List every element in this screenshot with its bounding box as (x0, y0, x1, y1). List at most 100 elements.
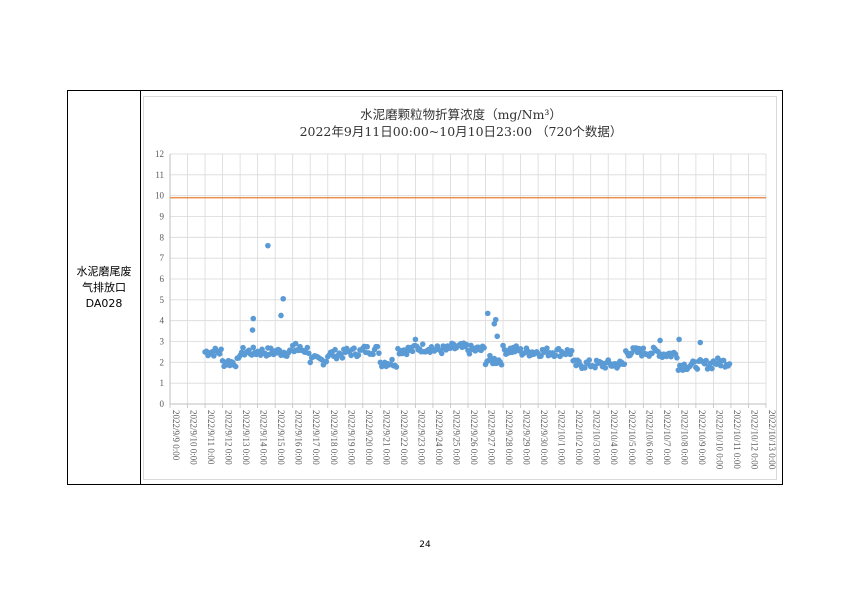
data-point (703, 357, 709, 364)
data-point (211, 353, 217, 359)
data-point (376, 350, 382, 356)
data-point (307, 359, 314, 366)
chart-area: 水泥磨颗粒物折算浓度（mg/Nm³） 2022年9月11日00:00~10月10日… (143, 96, 777, 480)
emission-point-code: DA028 (85, 296, 123, 310)
y-tick-label: 10 (155, 191, 165, 201)
y-tick-label: 4 (160, 316, 165, 326)
data-point-outlier (491, 320, 498, 327)
data-point (674, 355, 680, 361)
data-point-outlier (278, 312, 284, 319)
data-point (525, 348, 531, 355)
data-point (621, 361, 628, 367)
x-tick-label: 2022/10/11 0:00 (732, 410, 742, 469)
data-point (481, 344, 487, 351)
x-tick-label: 2022/9/16 0:00 (294, 410, 304, 465)
data-point (276, 347, 283, 354)
emission-point-cell: 水泥磨尾废 气排放口 DA028 (68, 90, 140, 485)
x-tick-label: 2022/10/10 0:00 (714, 410, 724, 470)
data-point-outlier (657, 337, 663, 344)
data-point (681, 361, 687, 368)
x-tick-label: 2022/9/17 0:00 (311, 410, 321, 465)
data-point (709, 365, 715, 372)
y-tick-label: 2 (160, 357, 165, 367)
scatter-chart: 水泥磨颗粒物折算浓度（mg/Nm³） 2022年9月11日00:00~10月10日… (155, 107, 777, 470)
x-tick-label: 2022/9/21 0:00 (381, 410, 391, 465)
data-point (409, 348, 416, 355)
data-point-outlier (412, 336, 419, 343)
x-tick-label: 2022/10/6 0:00 (644, 410, 654, 465)
x-tick-label: 2022/9/9 0:00 (171, 410, 181, 461)
data-point (517, 346, 524, 352)
data-point (552, 352, 559, 359)
y-tick-label: 12 (155, 149, 164, 159)
data-point (216, 351, 223, 357)
page-number: 24 (419, 540, 431, 550)
data-point (568, 347, 575, 354)
x-tick-label: 2022/9/19 0:00 (346, 410, 356, 465)
data-point (393, 364, 400, 370)
x-tick-label: 2022/9/15 0:00 (276, 410, 286, 465)
data-point (691, 359, 698, 365)
data-point (370, 351, 376, 358)
x-tick-label: 2022/9/11 0:00 (206, 410, 216, 465)
data-point (419, 341, 426, 347)
x-tick-label: 2022/10/5 0:00 (627, 410, 637, 465)
x-tick-label: 2022/9/14 0:00 (259, 410, 269, 465)
x-tick-label: 2022/9/20 0:00 (364, 410, 374, 465)
y-tick-label: 11 (155, 170, 164, 180)
data-point (573, 362, 579, 369)
data-point (364, 343, 371, 350)
x-tick-label: 2022/10/2 0:00 (574, 410, 584, 465)
data-point (694, 366, 701, 372)
x-tick-label: 2022/9/26 0:00 (469, 410, 479, 465)
data-point (355, 352, 362, 358)
emission-point-label: 水泥磨尾废 气排放口 DA028 (77, 264, 132, 312)
data-point-outlier (484, 310, 491, 317)
data-point (466, 351, 473, 357)
emission-point-label-line-2: 气排放口 (82, 280, 126, 294)
data-point (491, 355, 498, 362)
data-point (305, 350, 312, 357)
y-tick-label: 5 (160, 295, 165, 305)
data-point (374, 343, 381, 350)
y-tick-label: 7 (160, 253, 165, 263)
x-tick-label: 2022/9/12 0:00 (224, 410, 234, 465)
data-point-outlier (265, 242, 271, 249)
x-tick-label: 2022/9/24 0:00 (434, 410, 444, 465)
data-point-outlier (676, 336, 682, 343)
data-point-outlier (292, 340, 299, 347)
data-point (250, 344, 257, 351)
data-point (232, 363, 239, 370)
data-point (240, 344, 246, 351)
data-point (339, 355, 346, 361)
x-tick-label: 2022/10/13 0:00 (767, 410, 777, 470)
data-point (447, 345, 454, 351)
data-point-outlier (249, 327, 256, 333)
data-point (720, 357, 727, 364)
data-point (544, 345, 550, 351)
x-tick-label: 2022/9/30 0:00 (539, 410, 549, 465)
data-point (649, 350, 655, 357)
y-tick-label: 9 (160, 212, 165, 222)
x-tick-label: 2022/10/1 0:00 (557, 410, 567, 465)
data-point (218, 346, 224, 353)
x-tick-label: 2022/9/25 0:00 (451, 410, 461, 465)
data-point (463, 341, 470, 348)
y-tick-label: 6 (160, 274, 165, 284)
data-point (498, 361, 505, 368)
data-point-outlier (280, 295, 287, 302)
data-point (351, 345, 357, 352)
x-tick-label: 2022/9/10 0:00 (189, 410, 199, 465)
data-point (323, 358, 330, 365)
data-point (389, 356, 395, 363)
data-point (332, 346, 338, 353)
x-tick-label: 2022/10/12 0:00 (749, 410, 759, 470)
x-tick-label: 2022/9/29 0:00 (522, 410, 532, 465)
x-tick-label: 2022/9/28 0:00 (504, 410, 514, 465)
table-divider (140, 90, 141, 485)
x-tick-label: 2022/9/23 0:00 (416, 410, 426, 465)
data-point-outlier (250, 315, 257, 322)
data-point (438, 350, 445, 357)
x-tick-label: 2022/10/4 0:00 (609, 410, 619, 465)
data-point-outlier (697, 339, 704, 346)
